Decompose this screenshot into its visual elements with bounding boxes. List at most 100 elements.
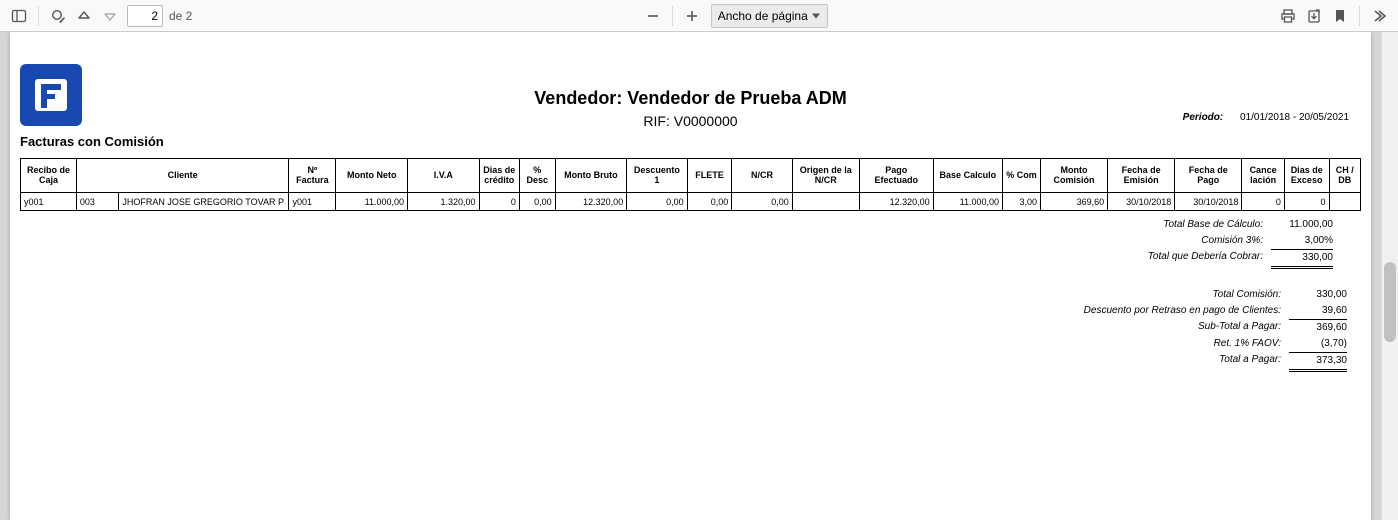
- search-icon[interactable]: [45, 3, 71, 29]
- th-ncr: N/CR: [732, 159, 792, 193]
- td-origen-ncr: [792, 193, 859, 211]
- td-pago-efectuado: 12.320,00: [859, 193, 933, 211]
- td-descuento1: 0,00: [627, 193, 687, 211]
- th-cancelacion: Cance lación: [1242, 159, 1285, 193]
- pdf-toolbar: de 2 Ancho de página: [0, 0, 1398, 32]
- page-number-input[interactable]: [127, 5, 163, 27]
- ret-faov-label: Ret. 1% FAOV:: [741, 336, 1289, 352]
- th-pago-efectuado: Pago Efectuado: [859, 159, 933, 193]
- ret-faov-value: (3,70): [1289, 336, 1347, 352]
- report-header: Vendedor: Vendedor de Prueba ADM RIF: V0…: [20, 48, 1361, 158]
- td-pct-desc: 0,00: [519, 193, 555, 211]
- zoom-out-icon[interactable]: [640, 3, 666, 29]
- scrollbar-thumb[interactable]: [1384, 262, 1396, 342]
- td-cliente-nom: JHOFRAN JOSE GREGORIO TOVAR P: [119, 193, 289, 211]
- summary-block-1: Total Base de Cálculo: 11.000,00 Comisió…: [20, 217, 1361, 269]
- summary-row: Ret. 1% FAOV: (3,70): [741, 336, 1361, 352]
- th-monto-neto: Monto Neto: [336, 159, 408, 193]
- td-base-calculo: 11.000,00: [933, 193, 1002, 211]
- descuento-retraso-label: Descuento por Retraso en pago de Cliente…: [741, 303, 1289, 319]
- summary-row: Total Base de Cálculo: 11.000,00: [841, 217, 1361, 233]
- total-base-value: 11.000,00: [1271, 217, 1333, 233]
- report-rif: RIF: V0000000: [20, 113, 1361, 129]
- td-dias-exceso: 0: [1284, 193, 1329, 211]
- th-base-calculo: Base Calculo: [933, 159, 1002, 193]
- summary-row: Sub-Total a Pagar: 369,60: [741, 319, 1361, 336]
- summary-row: Total a Pagar: 373,30: [741, 352, 1361, 372]
- zoom-in-icon[interactable]: [679, 3, 705, 29]
- td-fecha-emision: 30/10/2018: [1108, 193, 1175, 211]
- td-iva: 1.320,00: [408, 193, 480, 211]
- pdf-viewport: Vendedor: Vendedor de Prueba ADM RIF: V0…: [0, 32, 1398, 520]
- report: Vendedor: Vendedor de Prueba ADM RIF: V0…: [10, 32, 1371, 372]
- th-monto-bruto: Monto Bruto: [555, 159, 627, 193]
- periodo-label: Periodo:: [1183, 112, 1224, 123]
- total-base-label: Total Base de Cálculo:: [841, 217, 1271, 233]
- print-icon[interactable]: [1275, 3, 1301, 29]
- th-monto-comision: Monto Comisión: [1041, 159, 1108, 193]
- total-deberia-label: Total que Debería Cobrar:: [841, 249, 1271, 269]
- th-descuento1: Descuento 1: [627, 159, 687, 193]
- invoice-table: Recibo de Caja Cliente Nº Factura Monto …: [20, 158, 1361, 211]
- subtotal-label: Sub-Total a Pagar:: [741, 319, 1289, 336]
- company-logo-icon: [20, 64, 82, 126]
- page-down-icon[interactable]: [97, 3, 123, 29]
- download-icon[interactable]: [1301, 3, 1327, 29]
- td-monto-comision: 369,60: [1041, 193, 1108, 211]
- total-comision-label: Total Comisión:: [741, 287, 1289, 303]
- comision3-value: 3,00%: [1271, 233, 1333, 249]
- separator: [672, 6, 673, 26]
- total-comision-value: 330,00: [1289, 287, 1347, 303]
- total-pagar-value: 373,30: [1289, 352, 1347, 372]
- td-nfactura: y001: [289, 193, 336, 211]
- th-recibo: Recibo de Caja: [21, 159, 77, 193]
- periodo-value: 01/01/2018 - 20/05/2021: [1240, 112, 1349, 123]
- bookmark-icon[interactable]: [1327, 3, 1353, 29]
- td-fecha-pago: 30/10/2018: [1175, 193, 1242, 211]
- th-cliente: Cliente: [76, 159, 289, 193]
- td-monto-bruto: 12.320,00: [555, 193, 627, 211]
- zoom-select[interactable]: Ancho de página: [711, 4, 828, 28]
- td-ncr: 0,00: [732, 193, 792, 211]
- summary-row: Total Comisión: 330,00: [741, 287, 1361, 303]
- table-header-row: Recibo de Caja Cliente Nº Factura Monto …: [21, 159, 1361, 193]
- td-ch-db: [1329, 193, 1360, 211]
- th-fecha-emision: Fecha de Emisión: [1108, 159, 1175, 193]
- report-periodo: Periodo: 01/01/2018 - 20/05/2021: [1183, 112, 1349, 123]
- separator: [1359, 6, 1360, 26]
- th-flete: FLETE: [687, 159, 732, 193]
- sidebar-toggle-icon[interactable]: [6, 3, 32, 29]
- th-origen-ncr: Origen de la N/CR: [792, 159, 859, 193]
- subtotal-value: 369,60: [1289, 319, 1347, 336]
- td-dias-credito: 0: [479, 193, 519, 211]
- th-nfactura: Nº Factura: [289, 159, 336, 193]
- comision3-label: Comisión 3%:: [841, 233, 1271, 249]
- th-pct-desc: % Desc: [519, 159, 555, 193]
- th-dias-exceso: Dias de Exceso: [1284, 159, 1329, 193]
- summary-row: Descuento por Retraso en pago de Cliente…: [741, 303, 1361, 319]
- summary-row: Comisión 3%: 3,00%: [841, 233, 1361, 249]
- td-flete: 0,00: [687, 193, 732, 211]
- table-row: y001 003 JHOFRAN JOSE GREGORIO TOVAR P y…: [21, 193, 1361, 211]
- td-recibo: y001: [21, 193, 77, 211]
- zoom-select-wrap: Ancho de página: [711, 4, 828, 28]
- summary-row: Total que Debería Cobrar: 330,00: [841, 249, 1361, 269]
- total-deberia-value: 330,00: [1271, 249, 1333, 269]
- summary-block-2: Total Comisión: 330,00 Descuento por Ret…: [20, 287, 1361, 372]
- th-ch-db: CH / DB: [1329, 159, 1360, 193]
- td-cliente-cod: 003: [76, 193, 119, 211]
- th-pct-com: % Com: [1002, 159, 1040, 193]
- vertical-scrollbar[interactable]: [1381, 32, 1398, 520]
- td-cancelacion: 0: [1242, 193, 1285, 211]
- facturas-con-comision-label: Facturas con Comisión: [20, 134, 164, 149]
- pdf-page: Vendedor: Vendedor de Prueba ADM RIF: V0…: [10, 32, 1371, 520]
- separator: [38, 6, 39, 26]
- descuento-retraso-value: 39,60: [1289, 303, 1347, 319]
- td-pct-com: 3,00: [1002, 193, 1040, 211]
- more-icon[interactable]: [1366, 3, 1392, 29]
- page-count-label: de 2: [169, 9, 192, 23]
- report-title: Vendedor: Vendedor de Prueba ADM: [20, 48, 1361, 109]
- page-up-icon[interactable]: [71, 3, 97, 29]
- th-iva: I.V.A: [408, 159, 480, 193]
- total-pagar-label: Total a Pagar:: [741, 352, 1289, 372]
